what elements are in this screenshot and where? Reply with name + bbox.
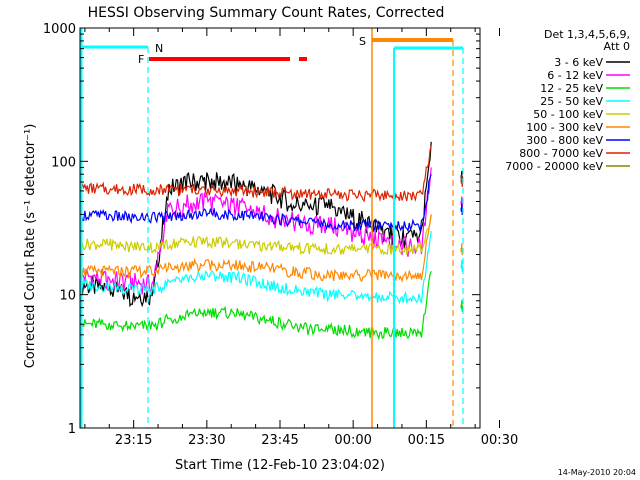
y-axis: 1 10 100 1000 (43, 22, 480, 437)
saa-flag-label: S (359, 35, 366, 48)
legend-label: 300 - 800 keV (526, 134, 603, 147)
x-tick-label: 23:15 (115, 433, 152, 448)
flare-flag-label: F (138, 53, 144, 66)
x-tick-label: 00:15 (408, 433, 445, 448)
legend-header-line-2: Att 0 (604, 40, 630, 53)
series-trace-restart (460, 260, 464, 272)
series-trace-restart (460, 203, 464, 216)
legend-header-line-1: Det 1,3,4,5,6,9, (544, 28, 630, 41)
corner-date-label: 14-May-2010 20:04 (558, 468, 636, 477)
legend-label: 7000 - 20000 keV (505, 160, 603, 173)
x-tick-label: 23:45 (261, 433, 298, 448)
series-trace-restart (460, 243, 464, 256)
x-tick-label: 00:00 (334, 433, 371, 448)
y-axis-label: Corrected Count Rate (s⁻¹ detector⁻¹) (23, 124, 38, 369)
legend-label: 800 - 7000 keV (519, 147, 603, 160)
y-tick-label: 100 (51, 155, 76, 170)
legend-label: 100 - 300 keV (526, 121, 603, 134)
x-axis-label: Start Time (12-Feb-10 23:04:02) (175, 458, 385, 473)
series-trace-restart (460, 300, 464, 312)
annotations: NF S (80, 28, 464, 428)
legend-label: 6 - 12 keV (547, 69, 603, 82)
plot-area: NF S (79, 28, 464, 428)
x-axis: 23:15 23:30 23:45 00:00 00:15 00:30 (84, 28, 518, 448)
y-tick-label: 10 (59, 289, 76, 304)
legend-label: 3 - 6 keV (554, 56, 603, 69)
night-flag-label: N (155, 42, 163, 55)
legend-label: 50 - 100 keV (533, 108, 603, 121)
x-tick-label: 00:30 (481, 433, 518, 448)
y-tick-label: 1 (68, 422, 76, 437)
y-tick-label: 1000 (43, 22, 76, 37)
series-trace-restart (460, 175, 464, 187)
chart-title: HESSI Observing Summary Count Rates, Cor… (88, 5, 445, 21)
legend-label: 25 - 50 keV (540, 95, 603, 108)
x-tick-label: 23:30 (188, 433, 225, 448)
legend-label: 12 - 25 keV (540, 82, 603, 95)
